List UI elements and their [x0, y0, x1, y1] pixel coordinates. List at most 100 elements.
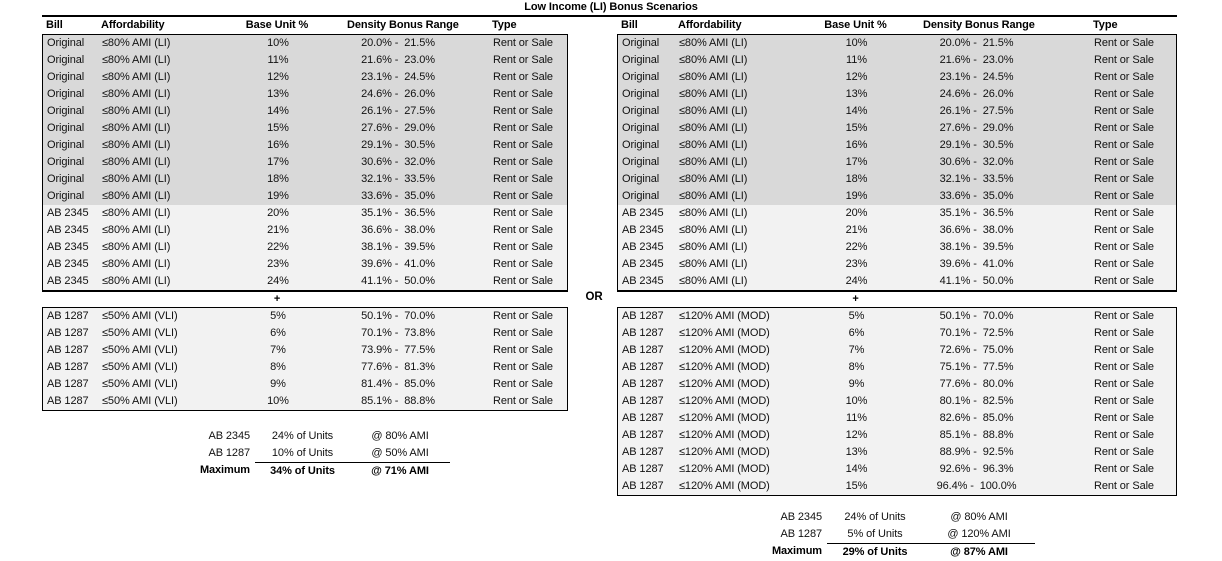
cell-range: 72.6% - 75.0%: [939, 344, 1014, 356]
table-row: AB 1287 ≤120% AMI (MOD) 14% 92.6% - 96.3% Re…: [618, 461, 1176, 478]
cell-aff: ≤80% AMI (LI): [679, 224, 748, 236]
cell-type: Rent or Sale: [1094, 344, 1154, 356]
cell-type: Rent or Sale: [493, 361, 553, 373]
table-row: AB 1287 ≤50% AMI (VLI) 7% 73.9% - 77.5% Rent…: [43, 342, 567, 359]
cell-base: 9%: [270, 378, 286, 390]
cell-type: Rent or Sale: [1094, 361, 1154, 373]
plus-separator-row: +: [617, 292, 1177, 307]
cell-type: Rent or Sale: [1094, 207, 1154, 219]
title-rule-divider: [42, 15, 1177, 17]
column-header-aff: Affordability: [101, 19, 165, 31]
cell-type: Rent or Sale: [493, 139, 553, 151]
cell-type: Rent or Sale: [1094, 173, 1154, 185]
table-row: AB 1287 ≤50% AMI (VLI) 6% 70.1% - 73.8% Rent…: [43, 325, 567, 342]
table-row: AB 1287 ≤120% AMI (MOD) 6% 70.1% - 72.5% Ren…: [618, 325, 1176, 342]
cell-type: Rent or Sale: [1094, 378, 1154, 390]
cell-range: 21.6% - 23.0%: [361, 54, 435, 66]
column-header-aff: Affordability: [678, 19, 742, 31]
cell-base: 20%: [267, 207, 289, 219]
cell-aff: ≤120% AMI (MOD): [679, 378, 770, 390]
cell-bill: AB 2345: [47, 207, 89, 219]
cell-aff: ≤80% AMI (LI): [102, 190, 171, 202]
cell-bill: AB 1287: [622, 395, 664, 407]
summary-ami: @ 120% AMI: [947, 528, 1011, 540]
cell-bill: AB 1287: [622, 412, 664, 424]
summary-label: AB 1287: [780, 528, 822, 540]
cell-aff: ≤120% AMI (MOD): [679, 446, 770, 458]
cell-base: 16%: [845, 139, 868, 151]
cell-aff: ≤80% AMI (LI): [679, 88, 748, 100]
cell-range: 27.6% - 29.0%: [361, 122, 435, 134]
cell-base: 16%: [267, 139, 289, 151]
cell-range: 82.6% - 85.0%: [939, 412, 1014, 424]
cell-base: 11%: [846, 412, 867, 424]
summary-label: Maximum: [771, 545, 822, 557]
summary-ami: @ 87% AMI: [923, 543, 1035, 560]
cell-aff: ≤80% AMI (LI): [102, 173, 171, 185]
cell-aff: ≤80% AMI (LI): [102, 54, 171, 66]
cell-range: 35.1% - 36.5%: [939, 207, 1014, 219]
cell-base: 24%: [845, 275, 868, 287]
cell-base: 8%: [270, 361, 286, 373]
cell-aff: ≤80% AMI (LI): [102, 122, 171, 134]
cell-aff: ≤80% AMI (LI): [679, 37, 748, 49]
cell-range: 32.1% - 33.5%: [939, 173, 1014, 185]
cell-base: 21%: [845, 224, 868, 236]
cell-range: 30.6% - 32.0%: [361, 156, 435, 168]
cell-base: 19%: [267, 190, 289, 202]
table-row: AB 1287 ≤50% AMI (VLI) 9% 81.4% - 85.0% Rent…: [43, 376, 567, 393]
cell-aff: ≤50% AMI (VLI): [102, 361, 178, 373]
cell-range: 92.6% - 96.3%: [939, 463, 1014, 475]
cell-aff: ≤80% AMI (LI): [679, 139, 748, 151]
cell-base: 13%: [845, 88, 868, 100]
column-header-bill: Bill: [621, 19, 638, 31]
cell-range: 36.6% - 38.0%: [939, 224, 1014, 236]
cell-range: 39.6% - 41.0%: [361, 258, 435, 270]
cell-bill: AB 2345: [622, 224, 664, 236]
cell-bill: Original: [47, 71, 85, 83]
summary-units: 29% of Units: [827, 543, 923, 560]
cell-range: 88.9% - 92.5%: [939, 446, 1014, 458]
cell-type: Rent or Sale: [1094, 71, 1154, 83]
table-row: Original ≤80% AMI (LI) 13% 24.6% - 26.0% Ren…: [43, 86, 567, 103]
cell-range: 29.1% - 30.5%: [939, 139, 1014, 151]
cell-type: Rent or Sale: [1094, 412, 1154, 424]
column-header-range: Density Bonus Range: [347, 19, 459, 31]
table-row: AB 2345 ≤80% AMI (LI) 22% 38.1% - 39.5% Rent…: [618, 239, 1176, 256]
cell-bill: Original: [47, 190, 85, 202]
cell-type: Rent or Sale: [493, 190, 553, 202]
cell-aff: ≤80% AMI (LI): [102, 241, 171, 253]
table-row: Original ≤80% AMI (LI) 16% 29.1% - 30.5% Ren…: [43, 137, 567, 154]
cell-type: Rent or Sale: [1094, 190, 1154, 202]
cell-type: Rent or Sale: [493, 344, 553, 356]
base-scenario-table: Original ≤80% AMI (LI) 10% 20.0% - 21.5% Ren…: [42, 34, 568, 292]
cell-range: 26.1% - 27.5%: [939, 105, 1014, 117]
cell-aff: ≤120% AMI (MOD): [679, 361, 770, 373]
cell-range: 32.1% - 33.5%: [361, 173, 435, 185]
cell-base: 14%: [267, 105, 289, 117]
table-row: AB 1287 ≤120% AMI (MOD) 15% 96.4% - 100.0% R…: [618, 478, 1176, 495]
table-row: Original ≤80% AMI (LI) 19% 33.6% - 35.0% Ren…: [618, 188, 1176, 205]
plus-separator: +: [273, 293, 281, 305]
cell-aff: ≤80% AMI (LI): [102, 258, 171, 270]
summary-units: 5% of Units: [847, 528, 903, 540]
cell-bill: AB 1287: [622, 463, 664, 475]
cell-base: 19%: [845, 190, 868, 202]
cell-range: 41.1% - 50.0%: [361, 275, 435, 287]
cell-range: 80.1% - 82.5%: [939, 395, 1014, 407]
cell-aff: ≤120% AMI (MOD): [679, 344, 770, 356]
cell-aff: ≤120% AMI (MOD): [679, 480, 770, 492]
li-bonus-table-right: Bill Affordability Base Unit % Density Bonu…: [617, 17, 1177, 496]
cell-range: 33.6% - 35.0%: [361, 190, 435, 202]
table-row: AB 1287 ≤50% AMI (VLI) 8% 77.6% - 81.3% Rent…: [43, 359, 567, 376]
cell-range: 38.1% - 39.5%: [939, 241, 1014, 253]
table-header-row: Bill Affordability Base Unit % Density Bonu…: [617, 17, 1177, 34]
cell-bill: Original: [622, 190, 660, 202]
cell-type: Rent or Sale: [493, 395, 553, 407]
cell-type: Rent or Sale: [493, 156, 553, 168]
cell-aff: ≤80% AMI (LI): [102, 71, 171, 83]
cell-type: Rent or Sale: [1094, 105, 1154, 117]
cell-range: 26.1% - 27.5%: [361, 105, 435, 117]
summary-label: AB 1287: [208, 447, 250, 459]
cell-bill: AB 1287: [622, 480, 664, 492]
